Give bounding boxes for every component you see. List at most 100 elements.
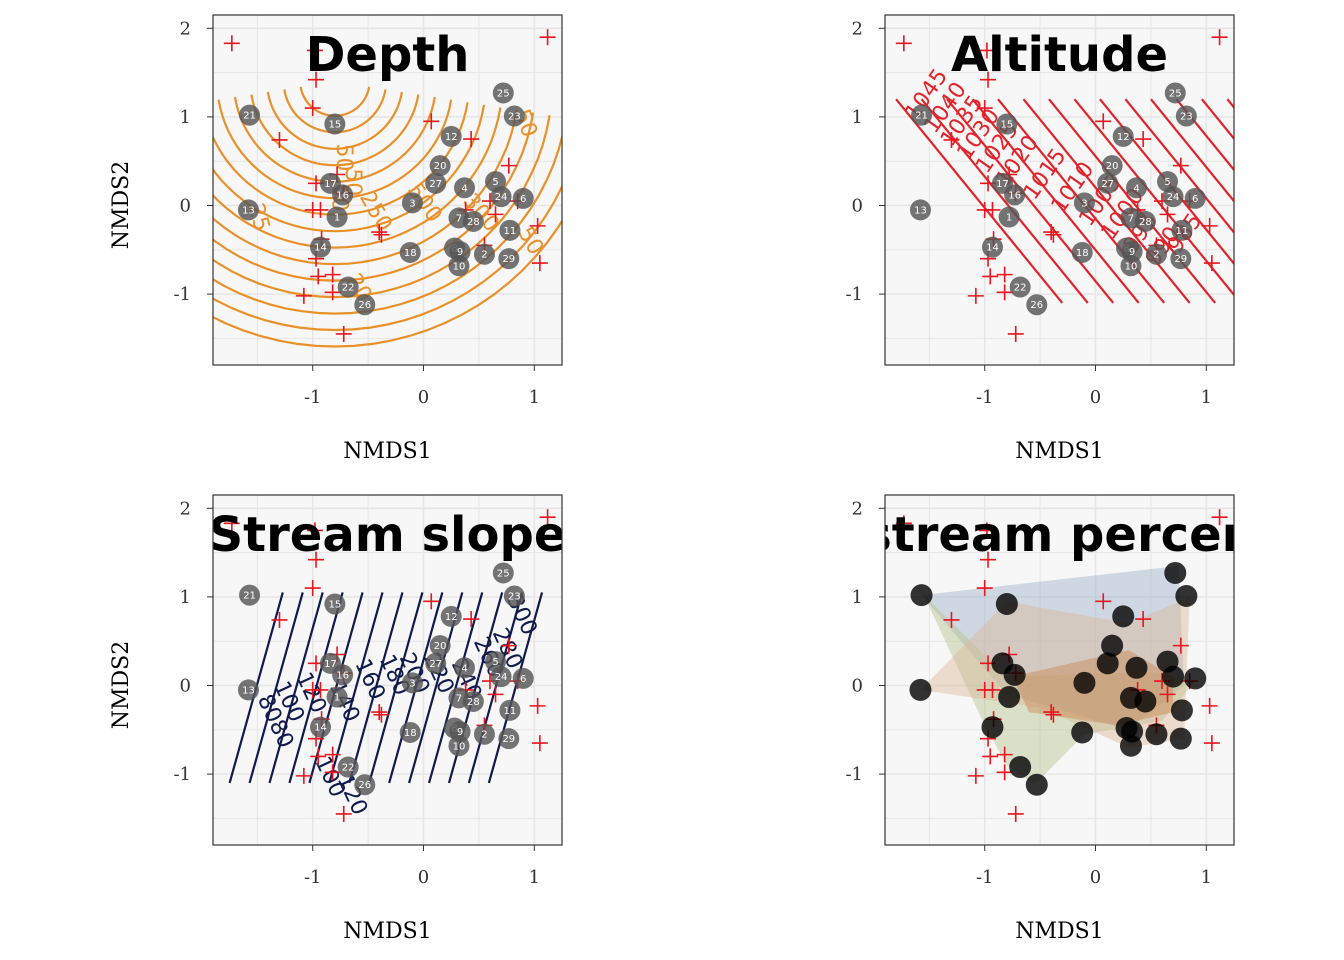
site-label: 6 [520, 194, 526, 205]
site-point [1073, 192, 1095, 214]
contour-line [213, 104, 486, 233]
species-marker [306, 42, 323, 59]
site-point [1145, 243, 1167, 265]
x-tick-label: 1 [529, 867, 540, 888]
species-marker [539, 509, 556, 526]
site-point [337, 756, 359, 778]
contour-line [946, 98, 1115, 304]
contour-line [971, 98, 1140, 304]
site-point [1101, 155, 1123, 177]
contour-line [248, 592, 304, 784]
site-point [910, 584, 933, 607]
site-point [991, 172, 1013, 194]
site-label: 18 [1076, 248, 1089, 259]
site-point [1125, 656, 1148, 679]
species-marker [529, 217, 546, 234]
group-hull [920, 596, 1190, 748]
site-point [998, 686, 1021, 709]
species-marker [373, 706, 390, 723]
y-axis-label: NMDS2 [109, 641, 134, 729]
contour-line [348, 592, 404, 784]
species-marker [304, 100, 321, 117]
contour-line [250, 94, 420, 167]
species-marker [982, 748, 999, 765]
species-marker [1095, 113, 1112, 130]
x-tick-label: -1 [976, 867, 994, 888]
site-label: 17 [324, 659, 337, 670]
site-label: 7 [1128, 213, 1134, 224]
site-point [326, 206, 348, 228]
y-tick-label: -1 [173, 764, 191, 785]
panel-plot-area: 8080100120140160180200220240260280300100… [213, 507, 562, 822]
species-marker [271, 131, 288, 148]
species-marker [1095, 593, 1112, 610]
species-marker [984, 681, 1001, 698]
species-marker [529, 697, 546, 714]
y-tick-label: 2 [852, 498, 863, 519]
site-point [448, 735, 470, 757]
site-point [1009, 756, 1032, 779]
site-point [239, 584, 261, 606]
y-tick-label: 0 [180, 196, 191, 217]
site-points: 1234567891011121314151617182021222324252… [237, 82, 534, 316]
site-label: 1 [334, 693, 340, 704]
site-point [448, 255, 470, 277]
x-tick-label: 0 [1090, 867, 1101, 888]
site-point [1073, 671, 1096, 694]
site-points [909, 561, 1207, 796]
x-tick-label: 1 [1201, 867, 1212, 888]
species-marker [312, 681, 329, 698]
site-label: 24 [495, 192, 508, 203]
species-marker [996, 266, 1013, 283]
site-point [237, 679, 259, 701]
site-label: 7 [456, 693, 462, 704]
contour-line [1124, 98, 1234, 235]
site-points: 1234567891011121314151617182021222324252… [237, 562, 534, 796]
species-marker [996, 284, 1013, 301]
site-point [239, 104, 261, 126]
site-label: 3 [409, 678, 415, 689]
site-label: 9 [457, 247, 463, 258]
site-label: 16 [336, 670, 349, 681]
site-point [354, 774, 376, 796]
site-point [1101, 634, 1124, 657]
site-label: 5 [1164, 177, 1170, 188]
site-point [473, 723, 495, 745]
site-point [429, 155, 451, 177]
panel-plot-area: stream percen [863, 507, 1256, 822]
site-point [319, 652, 341, 674]
y-tick-label: 0 [180, 676, 191, 697]
x-tick-label: -1 [976, 387, 994, 408]
site-point [237, 199, 259, 221]
site-label: 2 [481, 730, 487, 741]
site-point [512, 667, 534, 689]
site-point [512, 187, 534, 209]
contour-label: 50 [331, 143, 356, 171]
site-point [492, 562, 514, 584]
site-label: 29 [1174, 254, 1187, 265]
site-point [1120, 255, 1142, 277]
site-point [911, 104, 933, 126]
panel-title: Depth [306, 27, 470, 83]
species-marker [1043, 704, 1060, 721]
species-marker [976, 100, 993, 117]
species-marker [1135, 131, 1152, 148]
site-point [1170, 699, 1193, 722]
species-marker [271, 611, 288, 628]
species-marker [306, 522, 323, 539]
contour-lines [228, 592, 544, 784]
species-marker [1043, 224, 1060, 241]
panel-title: stream percen [863, 507, 1256, 563]
site-point [473, 243, 495, 265]
site-label: 2 [1153, 250, 1159, 261]
site-label: 26 [358, 780, 371, 791]
site-point [1169, 727, 1192, 750]
site-label: 20 [434, 641, 447, 652]
species-marker [1203, 255, 1220, 272]
site-point [1171, 219, 1193, 241]
site-label: 4 [461, 663, 467, 674]
site-label: 16 [336, 190, 349, 201]
y-tick-label: 1 [180, 587, 191, 608]
site-point [319, 172, 341, 194]
species-marker [1159, 206, 1176, 223]
